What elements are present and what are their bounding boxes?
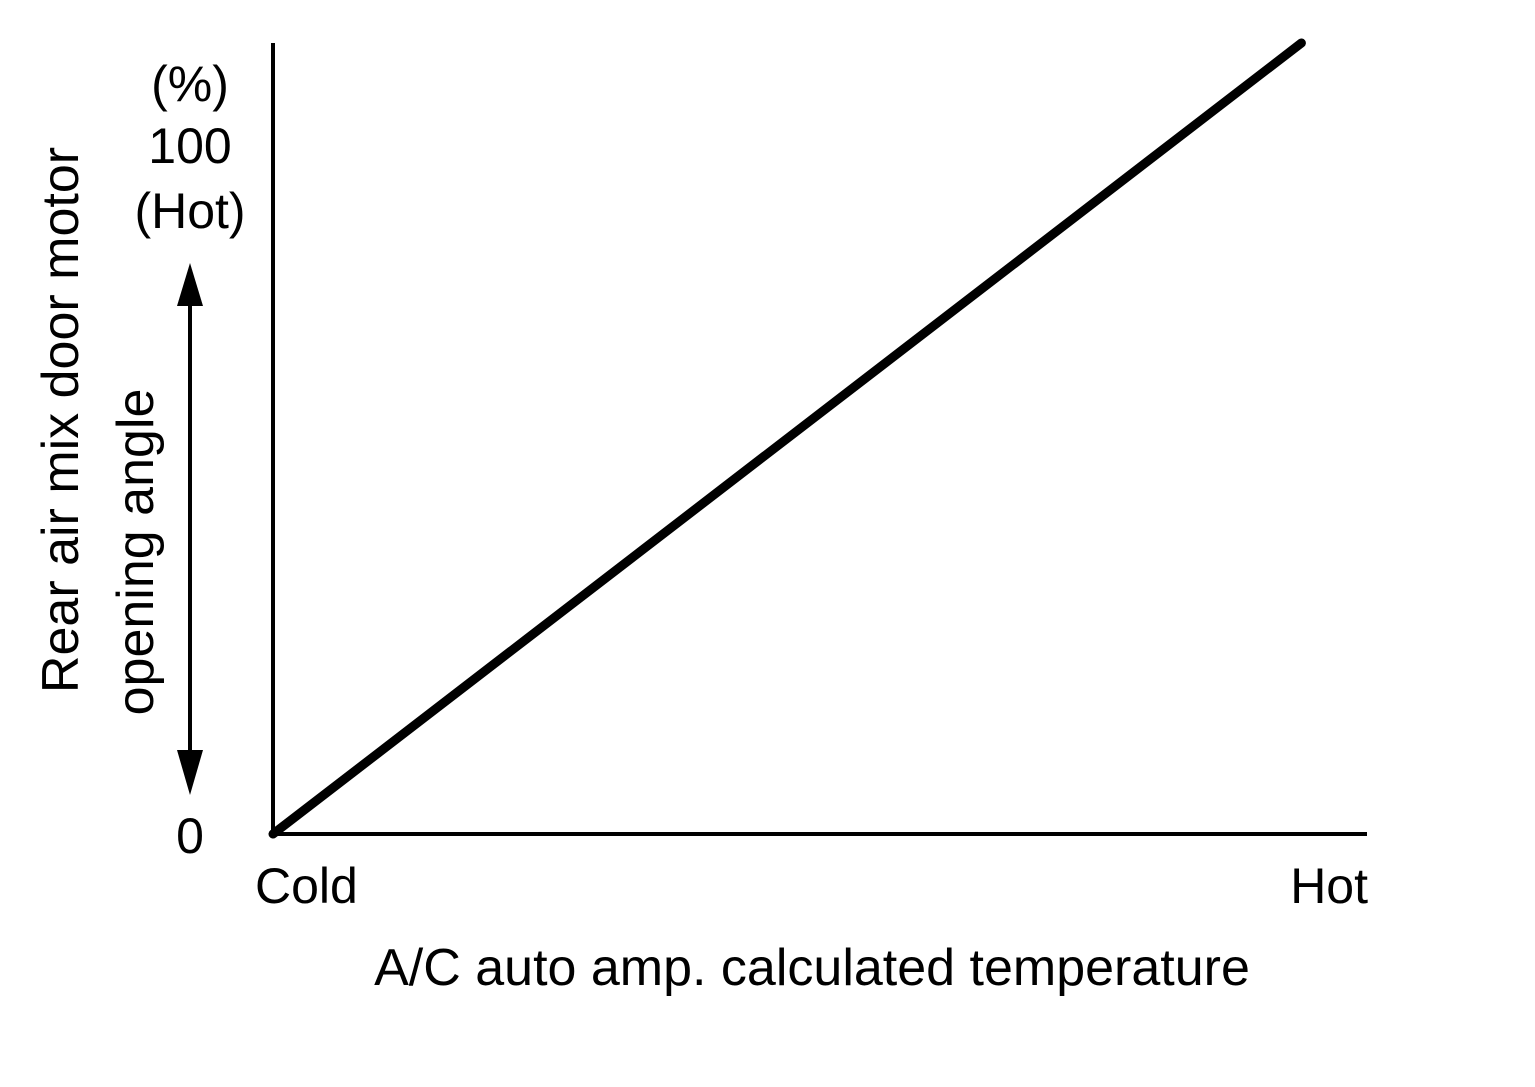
arrow-down-icon xyxy=(177,750,203,795)
series-layer xyxy=(268,38,1306,839)
y-tick-label-max: 100 xyxy=(148,118,231,174)
x-tick-label-max: Hot xyxy=(1290,858,1368,914)
y-unit-label: (%) xyxy=(151,56,229,112)
y-axis-title-line2: opening angle xyxy=(107,389,165,716)
x-tick-label-min: Cold xyxy=(255,858,358,914)
y-tick-label-max-note: (Hot) xyxy=(134,183,245,239)
y-tick-label-zero: 0 xyxy=(176,808,204,864)
series-line-0 xyxy=(268,38,1306,839)
y-axis-title-line1: Rear air mix door motor xyxy=(32,147,90,693)
x-axis-title: A/C auto amp. calculated temperature xyxy=(374,939,1250,997)
y-range-arrow xyxy=(177,263,203,795)
arrow-up-icon xyxy=(177,263,203,306)
